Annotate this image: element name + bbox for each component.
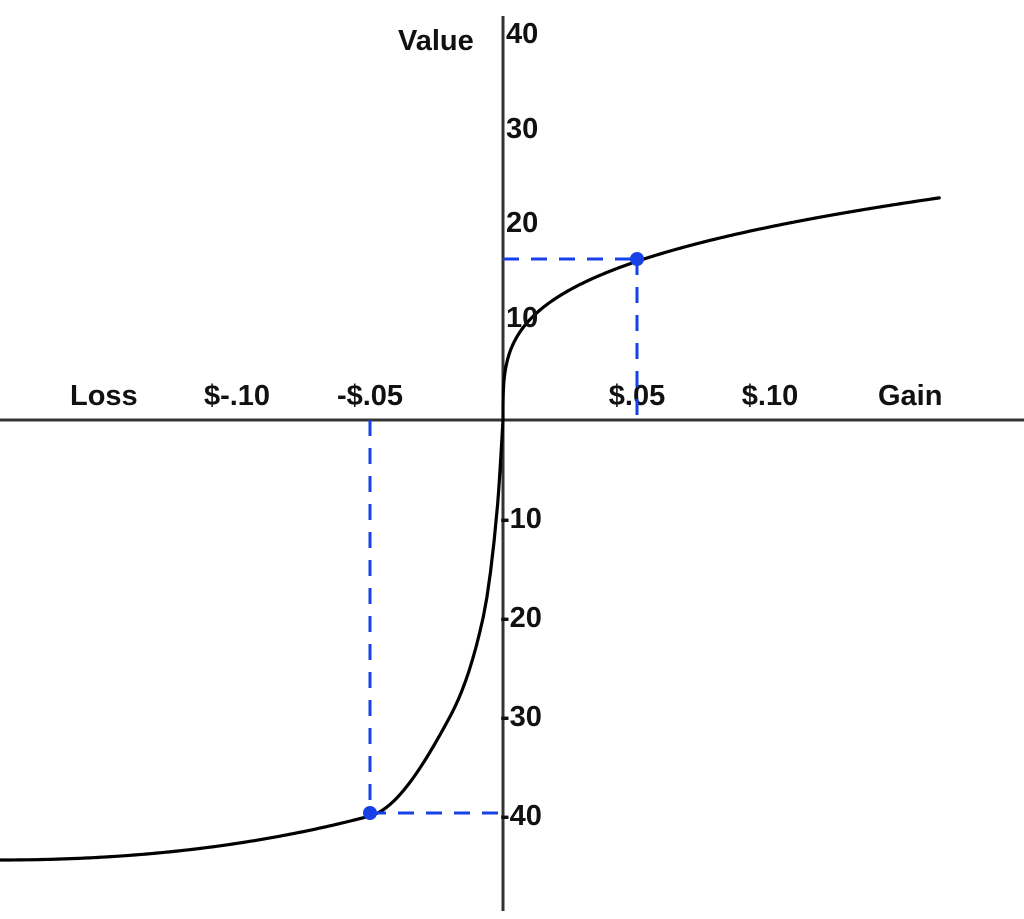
svg-text:-30: -30: [500, 701, 542, 733]
svg-text:30: 30: [506, 113, 538, 145]
svg-text:-$.05: -$.05: [337, 380, 403, 412]
svg-text:$-.10: $-.10: [204, 380, 270, 412]
svg-text:10: 10: [506, 302, 538, 334]
svg-text:-10: -10: [500, 503, 542, 535]
svg-text:-40: -40: [500, 800, 542, 832]
svg-text:$.10: $.10: [742, 380, 798, 412]
svg-text:20: 20: [506, 207, 538, 239]
svg-text:-20: -20: [500, 602, 542, 634]
svg-text:40: 40: [506, 18, 538, 50]
